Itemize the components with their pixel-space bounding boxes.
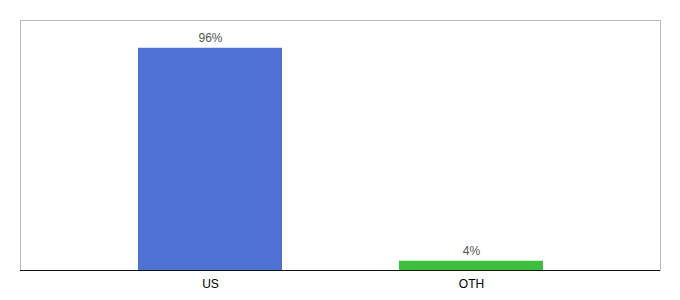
svg-text:OTH: OTH	[459, 277, 484, 291]
svg-text:4%: 4%	[463, 244, 481, 258]
svg-text:96%: 96%	[198, 31, 222, 45]
svg-text:US: US	[202, 277, 219, 291]
